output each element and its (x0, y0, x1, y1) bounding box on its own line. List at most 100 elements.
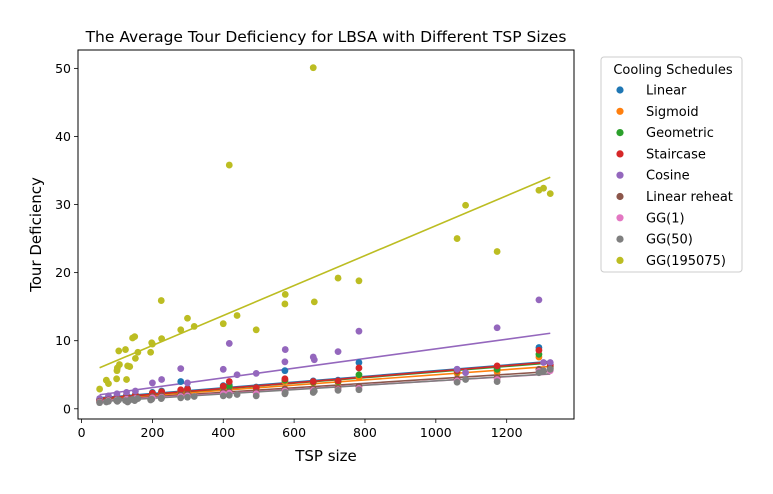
point-cosine (281, 346, 289, 353)
point-staircase (355, 364, 363, 372)
point-gg-195075 (158, 335, 166, 343)
fit-line-gg-195075 (99, 176, 551, 369)
legend-label-staircase: Staircase (646, 147, 706, 162)
point-gg-50 (233, 391, 241, 398)
point-gg-195075 (115, 347, 123, 355)
point-gg-195075 (225, 161, 233, 169)
point-gg-50 (334, 387, 342, 394)
point-gg-195075 (116, 361, 123, 368)
point-gg-195075 (219, 320, 227, 328)
y-tick-label: 40 (55, 129, 71, 144)
point-gg-195075 (233, 312, 241, 319)
x-axis-title: TSP size (294, 447, 357, 465)
point-cosine (131, 387, 139, 395)
point-gg-50 (134, 395, 142, 402)
y-tick-label: 50 (55, 61, 71, 76)
point-gg-195075 (334, 274, 342, 282)
x-tick-label: 400 (211, 425, 235, 440)
y-tick-label: 20 (55, 265, 71, 280)
point-gg-50 (493, 378, 501, 385)
point-gg-195075 (131, 355, 139, 362)
point-linear (355, 359, 363, 366)
point-gg-50 (184, 393, 191, 401)
point-staircase (493, 362, 501, 370)
legend-marker-cosine (616, 171, 624, 179)
point-staircase (184, 385, 191, 393)
legend: Cooling Schedules Linear Sigmoid Geometric… (600, 56, 743, 273)
point-cosine (149, 379, 156, 387)
point-gg-50 (225, 391, 233, 399)
point-staircase (334, 377, 342, 385)
legend-marker-linear-reheat (616, 192, 624, 201)
point-gg-195075 (493, 248, 501, 255)
point-gg-195075 (96, 385, 104, 393)
y-tick-label: 0 (63, 401, 71, 416)
point-gg-195075 (122, 346, 129, 353)
chart-title: The Average Tour Deficiency for LBSA wit… (85, 28, 567, 46)
x-axis-ticks: 0 200 400 600 800 1000 1200 (78, 419, 523, 440)
x-tick-label: 600 (282, 425, 306, 440)
legend-label-geometric: Geometric (646, 126, 714, 141)
point-linear (177, 378, 185, 385)
point-gg-50 (453, 378, 461, 386)
legend-marker-linear (616, 86, 624, 94)
point-staircase (225, 378, 233, 385)
point-cosine (233, 371, 241, 379)
point-gg-195075 (462, 201, 469, 209)
x-tick-label: 0 (78, 425, 86, 440)
legend-title: Cooling Schedules (613, 63, 733, 78)
fit-line-sigmoid (99, 365, 551, 401)
legend-label-gg-195075: GG(195075) (646, 254, 726, 269)
legend-marker-gg-50 (616, 235, 624, 243)
legend-label-gg-1: GG(1) (646, 211, 685, 226)
point-cosine (493, 324, 501, 332)
y-tick-label: 30 (55, 197, 71, 212)
point-cosine (252, 369, 260, 377)
point-gg-195075 (310, 298, 318, 306)
point-gg-195075 (126, 363, 134, 370)
legend-label-gg-50: GG(50) (646, 233, 693, 248)
point-gg-195075 (113, 375, 121, 383)
plot-frame (77, 49, 575, 420)
point-gg-50 (546, 365, 554, 373)
point-cosine (535, 296, 543, 304)
point-gg-195075 (546, 190, 554, 198)
point-gg-50 (190, 393, 198, 400)
point-gg-195075 (309, 64, 317, 72)
point-cosine (219, 365, 227, 373)
point-gg-50 (148, 395, 156, 403)
scatter-points (96, 64, 554, 407)
legend-marker-staircase (616, 150, 624, 158)
point-gg-195075 (134, 348, 142, 356)
point-gg-50 (355, 386, 363, 394)
point-cosine (123, 389, 130, 396)
point-gg-195075 (281, 300, 289, 308)
legend-label-cosine: Cosine (646, 169, 690, 184)
point-gg-50 (96, 399, 104, 407)
point-staircase (281, 375, 289, 383)
point-gg-195075 (355, 277, 363, 285)
point-cosine (281, 358, 289, 366)
point-gg-195075 (123, 376, 130, 383)
point-gg-50 (115, 396, 123, 404)
point-staircase (252, 384, 260, 392)
fit-lines (99, 176, 551, 403)
point-gg-195075 (184, 314, 191, 322)
legend-label-linear: Linear (646, 84, 687, 99)
point-staircase (309, 378, 317, 385)
point-cosine (113, 390, 121, 398)
point-gg-50 (158, 394, 166, 402)
point-linear (281, 367, 289, 375)
point-cosine (184, 379, 191, 387)
point-cosine (462, 369, 469, 377)
point-gg-50 (540, 367, 547, 375)
point-gg-50 (177, 394, 185, 402)
legend-entries: Linear Sigmoid Geometric Staircase Cosine Lin… (616, 84, 733, 269)
point-cosine (225, 340, 233, 347)
point-gg-195075 (147, 348, 155, 356)
point-gg-50 (310, 387, 318, 395)
x-tick-label: 1200 (491, 425, 523, 440)
point-staircase (535, 346, 543, 354)
point-gg-50 (462, 376, 469, 383)
point-gg-195075 (190, 323, 198, 330)
